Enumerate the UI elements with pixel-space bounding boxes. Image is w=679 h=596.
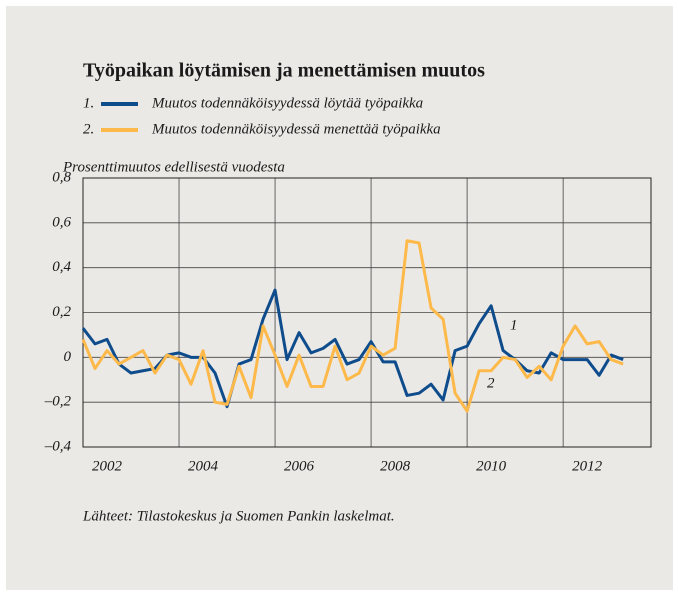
y-tick-label: –0,4 <box>44 438 72 454</box>
y-tick-label: 0,2 <box>52 304 71 320</box>
y-tick-label: 0 <box>64 349 72 365</box>
chart-title: Työpaikan löytämisen ja menettämisen muu… <box>83 60 485 82</box>
x-tick-label: 2006 <box>284 458 315 474</box>
legend-label: Muutos todennäköisyydessä löytää työpaik… <box>151 95 423 111</box>
x-tick-label: 2008 <box>380 458 411 474</box>
panel <box>6 6 673 590</box>
x-tick-label: 2002 <box>92 458 123 474</box>
y-tick-label: 0,4 <box>52 259 71 275</box>
x-tick-label: 2004 <box>188 458 219 474</box>
series-line <box>81 239 624 413</box>
legend-label: Muutos todennäköisyydessä menettää työpa… <box>151 121 441 137</box>
annotation: 1 <box>510 317 518 333</box>
y-tick-label: –0,2 <box>44 394 72 410</box>
x-tick-label: 2010 <box>476 458 507 474</box>
y-tick-label: 0,8 <box>52 169 71 185</box>
x-tick-label: 2012 <box>572 458 603 474</box>
legend-marker: 2. <box>83 121 94 137</box>
annotation: 2 <box>487 375 495 391</box>
y-axis-label: Prosenttimuutos edellisestä vuodesta <box>62 159 285 175</box>
y-tick-label: 0,6 <box>52 214 71 230</box>
plot-frame <box>82 177 652 448</box>
source: Lähteet: Tilastokeskus ja Suomen Pankin … <box>82 508 395 524</box>
legend-marker: 1. <box>83 95 94 111</box>
